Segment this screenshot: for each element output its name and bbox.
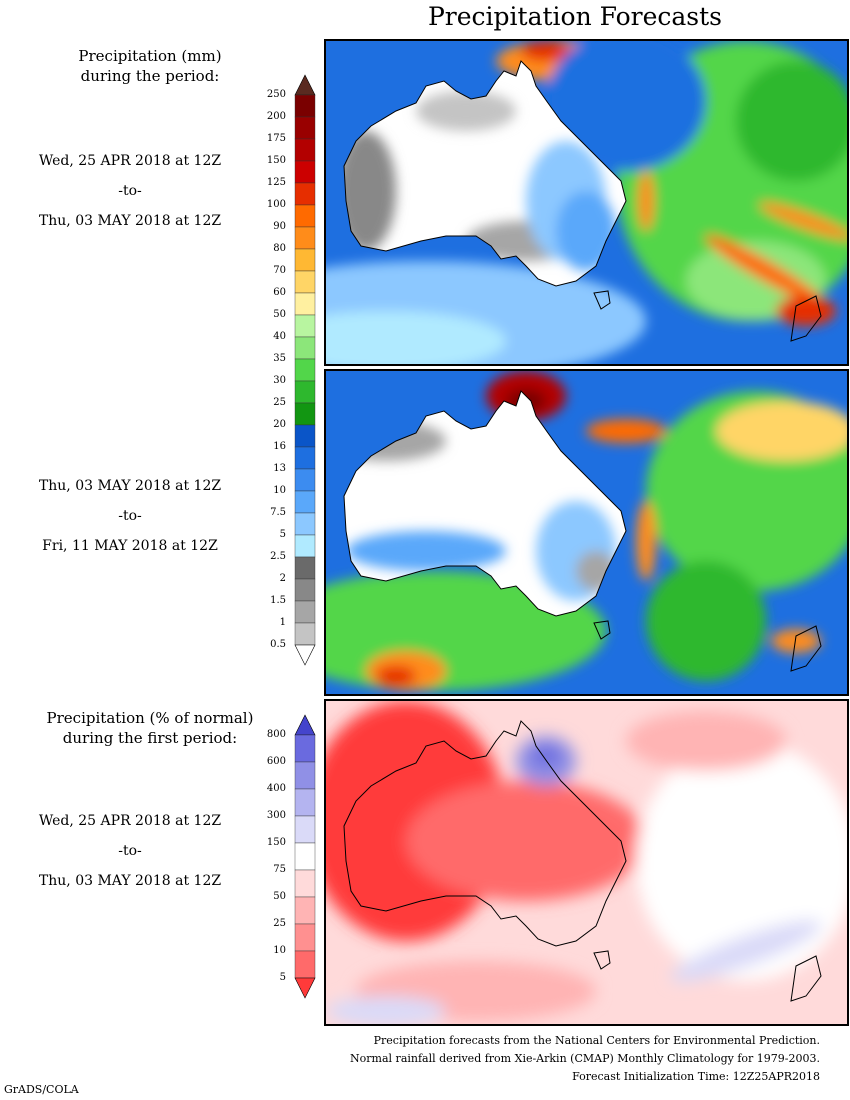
period1-start: Wed, 25 APR 2018 at 12Z (38, 153, 222, 169)
colorbar-swatch (294, 734, 316, 763)
colorbar-swatch (294, 761, 316, 790)
colorbar-tick-label: 2 (279, 573, 286, 584)
colorbar-swatch (294, 424, 316, 448)
pct-legend-title-line1: Precipitation (% of normal) (46, 709, 254, 727)
mm-legend-title-line1: Precipitation (mm) (78, 47, 222, 65)
colorbar-tick-label: 16 (273, 441, 286, 452)
period2-start: Thu, 03 MAY 2018 at 12Z (38, 478, 222, 494)
colorbar-swatch (294, 226, 316, 250)
pct-legend-title: Precipitation (% of normal) during the f… (20, 708, 280, 748)
period1-sep: -to- (118, 183, 142, 199)
colorbar-tick-label: 25 (273, 918, 286, 929)
pct-colorbar (294, 714, 316, 999)
colorbar-swatch (294, 788, 316, 817)
colorbar-swatch (294, 950, 316, 979)
software-credit: GrADS/COLA (4, 1083, 79, 1096)
period3-end: Thu, 03 MAY 2018 at 12Z (38, 873, 222, 889)
colorbar-tick-label: 2.5 (270, 551, 286, 562)
colorbar-tick-label: 400 (266, 783, 286, 794)
colorbar-swatch (294, 622, 316, 646)
colorbar-tick-label: 80 (273, 243, 286, 254)
colorbar-bottom-arrow (294, 977, 316, 999)
colorbar-tick-label: 175 (266, 133, 286, 144)
period3-sep: -to- (118, 843, 142, 859)
colorbar-tick-label: 10 (273, 485, 286, 496)
colorbar-swatch (294, 116, 316, 140)
footer-line2: Normal rainfall derived from Xie-Arkin (… (350, 1052, 820, 1065)
colorbar-tick-label: 1 (279, 617, 286, 628)
colorbar-swatch (294, 815, 316, 844)
colorbar-tick-label: 1.5 (270, 595, 286, 606)
colorbar-swatch (294, 182, 316, 206)
footer-line1: Precipitation forecasts from the Nationa… (373, 1034, 820, 1047)
colorbar-swatch (294, 578, 316, 602)
colorbar-tick-label: 35 (273, 353, 286, 364)
colorbar-tick-label: 10 (273, 945, 286, 956)
colorbar-tick-label: 125 (266, 177, 286, 188)
colorbar-tick-label: 150 (266, 155, 286, 166)
colorbar-tick-label: 800 (266, 729, 286, 740)
colorbar-tick-label: 70 (273, 265, 286, 276)
colorbar-swatch (294, 446, 316, 470)
colorbar-tick-label: 20 (273, 419, 286, 430)
mm-colorbar (294, 74, 316, 666)
colorbar-swatch (294, 468, 316, 492)
colorbar-tick-label: 100 (266, 199, 286, 210)
period3-start: Wed, 25 APR 2018 at 12Z (38, 813, 222, 829)
colorbar-tick-label: 7.5 (270, 507, 286, 518)
colorbar-swatch (294, 292, 316, 316)
map-panel-percent-normal (324, 699, 849, 1026)
colorbar-swatch (294, 896, 316, 925)
mm-legend-title: Precipitation (mm) during the period: (20, 46, 280, 86)
colorbar-swatch (294, 380, 316, 404)
mm-legend-title-line2: during the period: (80, 67, 220, 85)
colorbar-tick-label: 150 (266, 837, 286, 848)
map-panel-period1 (324, 39, 849, 366)
colorbar-tick-label: 600 (266, 756, 286, 767)
colorbar-swatch (294, 869, 316, 898)
colorbar-swatch (294, 534, 316, 558)
map-panel-period2 (324, 369, 849, 696)
colorbar-swatch (294, 314, 316, 338)
colorbar-tick-label: 13 (273, 463, 286, 474)
colorbar-tick-label: 5 (279, 529, 286, 540)
colorbar-tick-label: 25 (273, 397, 286, 408)
colorbar-tick-label: 30 (273, 375, 286, 386)
colorbar-swatch (294, 138, 316, 162)
colorbar-swatch (294, 842, 316, 871)
colorbar-tick-label: 60 (273, 287, 286, 298)
colorbar-swatch (294, 204, 316, 228)
colorbar-top-arrow (294, 714, 316, 736)
colorbar-swatch (294, 94, 316, 118)
pct-legend-title-line2: during the first period: (62, 729, 238, 747)
colorbar-swatch (294, 600, 316, 624)
colorbar-tick-label: 200 (266, 111, 286, 122)
period2-sep: -to- (118, 508, 142, 524)
colorbar-swatch (294, 248, 316, 272)
colorbar-tick-label: 50 (273, 891, 286, 902)
colorbar-tick-label: 5 (279, 972, 286, 983)
colorbar-top-arrow (294, 74, 316, 96)
colorbar-swatch (294, 490, 316, 514)
colorbar-tick-label: 50 (273, 309, 286, 320)
colorbar-tick-label: 75 (273, 864, 286, 875)
colorbar-bottom-arrow (294, 644, 316, 666)
colorbar-swatch (294, 336, 316, 360)
colorbar-swatch (294, 402, 316, 426)
period2-end: Fri, 11 MAY 2018 at 12Z (42, 538, 218, 554)
colorbar-swatch (294, 358, 316, 382)
colorbar-tick-label: 40 (273, 331, 286, 342)
footer-line3: Forecast Initialization Time: 12Z25APR20… (572, 1070, 820, 1083)
colorbar-tick-label: 90 (273, 221, 286, 232)
colorbar-swatch (294, 160, 316, 184)
period1-end: Thu, 03 MAY 2018 at 12Z (38, 213, 222, 229)
colorbar-tick-label: 250 (266, 89, 286, 100)
colorbar-tick-label: 300 (266, 810, 286, 821)
colorbar-swatch (294, 270, 316, 294)
colorbar-swatch (294, 556, 316, 580)
colorbar-tick-label: 0.5 (270, 639, 286, 650)
colorbar-swatch (294, 923, 316, 952)
colorbar-swatch (294, 512, 316, 536)
page-title: Precipitation Forecasts (427, 2, 723, 31)
